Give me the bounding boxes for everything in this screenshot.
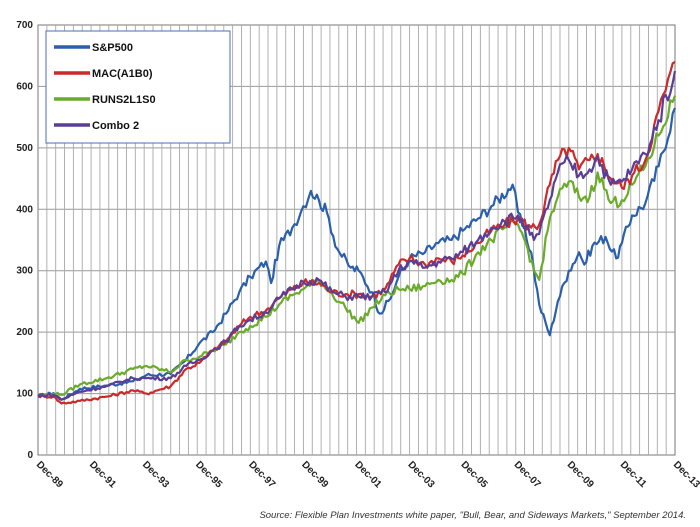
- x-tick-label: Dec-09: [565, 459, 596, 490]
- x-tick-label: Dec-89: [34, 459, 65, 490]
- legend-label: MAC(A1B0): [92, 68, 153, 80]
- y-tick-label: 300: [16, 266, 33, 277]
- x-tick-label: Dec-91: [87, 459, 118, 490]
- y-axis-ticks: 0 100 200 300 400 500 600 700: [16, 20, 33, 461]
- y-tick-label: 0: [27, 450, 33, 461]
- legend: S&P500 MAC(A1B0) RUNS2L1S0 Combo 2: [45, 30, 231, 144]
- y-tick-label: 400: [16, 204, 33, 215]
- y-tick-label: 100: [16, 389, 33, 400]
- legend-label: S&P500: [92, 42, 133, 54]
- source-note: Source: Flexible Plan Investments white …: [259, 510, 686, 521]
- x-tick-label: Dec-95: [193, 459, 224, 490]
- series-line-runs2l1s0: [38, 95, 677, 398]
- x-tick-label: Dec-01: [352, 459, 383, 490]
- x-tick-label: Dec-97: [246, 459, 277, 490]
- x-tick-label: Dec-03: [405, 459, 436, 490]
- x-tick-label: Dec-11: [618, 459, 649, 490]
- series-lines: [37, 60, 677, 405]
- x-tick-label: Dec-99: [299, 459, 330, 490]
- x-tick-label: Dec-05: [459, 459, 490, 490]
- series-line-mac-a1b0-: [37, 60, 676, 405]
- x-tick-label: Dec-93: [140, 459, 171, 490]
- x-tick-label: Dec-13: [671, 459, 700, 490]
- y-tick-label: 500: [16, 143, 33, 154]
- y-tick-label: 200: [16, 327, 33, 338]
- x-tick-label: Dec-07: [512, 459, 543, 490]
- y-tick-label: 700: [16, 20, 33, 31]
- x-axis-ticks: Dec-89 Dec-91 Dec-93 Dec-95 Dec-97 Dec-99 Dec-…: [34, 459, 700, 490]
- series-line-combo-2: [37, 70, 677, 401]
- y-tick-label: 600: [16, 81, 33, 92]
- series-line-s-p500: [37, 107, 677, 401]
- legend-label: Combo 2: [92, 120, 139, 132]
- legend-label: RUNS2L1S0: [92, 94, 156, 106]
